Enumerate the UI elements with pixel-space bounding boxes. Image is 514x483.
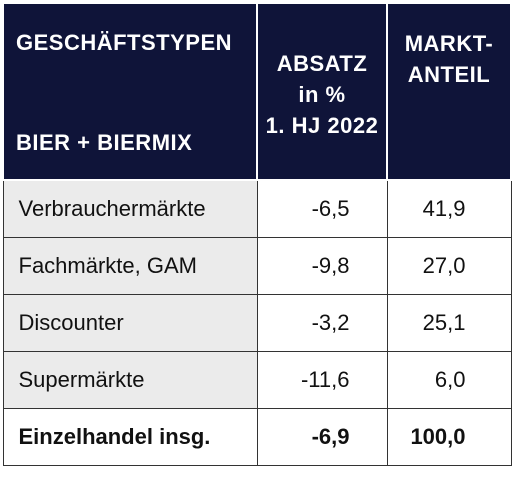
header-row: GESCHÄFTSTYPEN BIER + BIERMIX ABSATZ in …	[2, 2, 512, 181]
market-share-table: GESCHÄFTSTYPEN BIER + BIERMIX ABSATZ in …	[2, 2, 512, 466]
table-row: Verbrauchermärkte -6,5 41,9	[2, 179, 512, 238]
marktanteil-value: 25,1	[386, 294, 512, 352]
header-line: 1. HJ 2022	[265, 113, 379, 138]
marktanteil-value: 6,0	[386, 351, 512, 409]
header-line: MARKT-	[404, 31, 494, 56]
header-absatz: ABSATZ in % 1. HJ 2022	[256, 2, 388, 181]
header-line: ANTEIL	[407, 62, 491, 87]
total-label: Einzelhandel insg.	[2, 408, 258, 466]
absatz-value: -6,5	[256, 179, 388, 238]
header-line: ABSATZ	[276, 51, 368, 76]
row-label: Verbrauchermärkte	[2, 179, 258, 238]
total-marktanteil-value: 100,0	[386, 408, 512, 466]
marktanteil-value: 41,9	[386, 179, 512, 238]
table-row: Discounter -3,2 25,1	[2, 294, 512, 352]
absatz-value: -3,2	[256, 294, 388, 352]
row-label: Discounter	[2, 294, 258, 352]
header-line: GESCHÄFTSTYPEN	[16, 30, 233, 55]
header-line: in %	[298, 82, 346, 107]
total-row: Einzelhandel insg. -6,9 100,0	[2, 408, 512, 466]
header-line: BIER + BIERMIX	[16, 130, 193, 155]
marktanteil-value: 27,0	[386, 237, 512, 295]
header-marktanteil: MARKT- ANTEIL	[386, 2, 512, 181]
header-geschaeftstypen: GESCHÄFTSTYPEN BIER + BIERMIX	[2, 2, 258, 181]
absatz-value: -11,6	[256, 351, 388, 409]
table-row: Supermärkte -11,6 6,0	[2, 351, 512, 409]
table-row: Fachmärkte, GAM -9,8 27,0	[2, 237, 512, 295]
row-label: Supermärkte	[2, 351, 258, 409]
row-label: Fachmärkte, GAM	[2, 237, 258, 295]
absatz-value: -9,8	[256, 237, 388, 295]
total-absatz-value: -6,9	[256, 408, 388, 466]
